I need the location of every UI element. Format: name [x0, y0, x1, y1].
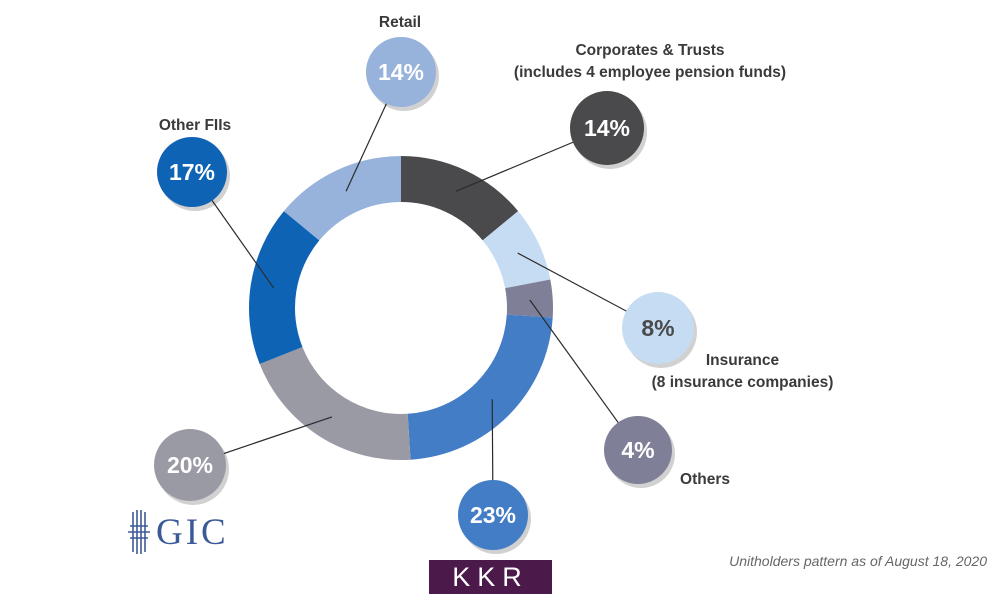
label-retail: Retail	[360, 12, 440, 34]
value-label-2: 4%	[621, 437, 654, 463]
label-insurance-title: Insurance	[705, 352, 780, 369]
donut-slice-2	[505, 279, 553, 318]
label-corporates-sub: (includes 4 employee pension funds)	[513, 64, 787, 81]
label-other-fiis-title: Other FIIs	[158, 117, 232, 134]
label-others: Others	[670, 469, 740, 491]
gic-logo: GIC	[128, 510, 229, 554]
donut-slice-5	[248, 211, 320, 364]
label-retail-title: Retail	[378, 14, 422, 31]
value-bubble-2	[604, 416, 672, 484]
value-label-1: 8%	[641, 315, 674, 341]
label-corporates: Corporates & Trusts (includes 4 employee…	[470, 40, 830, 84]
value-bubble-1	[622, 292, 694, 364]
label-other-fiis: Other FIIs	[140, 115, 250, 137]
donut-slice-4	[259, 347, 411, 461]
gic-logo-text: GIC	[156, 511, 229, 553]
value-label-5: 17%	[169, 159, 215, 185]
value-bubble-5	[157, 137, 227, 207]
donut-slice-0	[401, 156, 519, 241]
label-insurance: Insurance (8 insurance companies)	[620, 350, 865, 394]
label-others-title: Others	[680, 471, 730, 488]
donut-slice-1	[482, 211, 551, 289]
donut-slice-6	[283, 156, 401, 241]
value-label-6: 14%	[378, 59, 424, 85]
gic-emblem-icon	[128, 510, 150, 554]
value-bubble-6	[366, 37, 436, 107]
value-bubble-4	[154, 429, 226, 501]
label-insurance-sub: (8 insurance companies)	[651, 374, 834, 391]
value-bubble-0	[570, 91, 644, 165]
value-label-4: 20%	[167, 452, 213, 478]
kkr-logo: KKR	[429, 560, 552, 594]
label-corporates-title: Corporates & Trusts	[575, 42, 725, 59]
value-label-3: 23%	[470, 502, 516, 528]
value-bubble-3	[458, 480, 528, 550]
value-label-0: 14%	[584, 115, 630, 141]
donut-slice-3	[407, 314, 553, 460]
footnote: Unitholders pattern as of August 18, 202…	[729, 553, 987, 569]
